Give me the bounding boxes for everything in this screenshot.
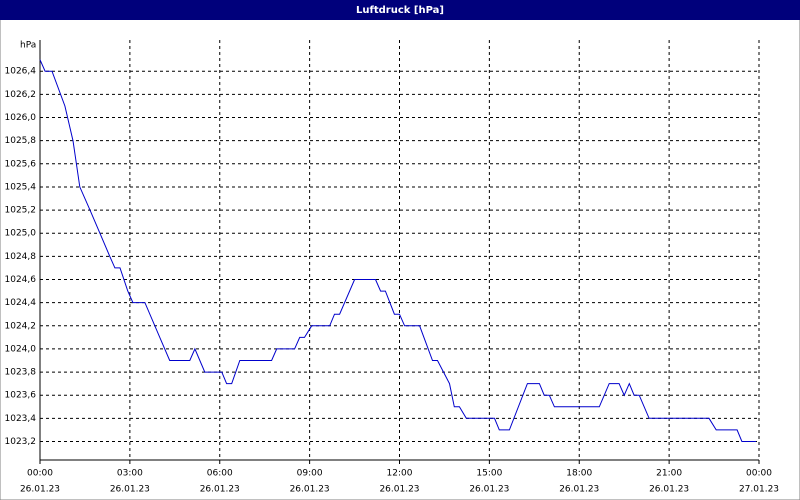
y-tick-label: 1024,8 [5, 252, 37, 262]
y-tick-label: 1023,6 [5, 391, 37, 401]
y-tick-label: 1026,0 [5, 113, 37, 123]
y-tick-label: 1024,0 [5, 344, 37, 354]
y-tick-label: 1024,2 [5, 321, 37, 331]
y-tick-label: 1026,4 [5, 67, 37, 77]
x-tick-date: 26.01.23 [20, 485, 60, 495]
x-tick-label: 09:00 [297, 469, 323, 479]
x-tick-date: 26.01.23 [290, 485, 330, 495]
x-tick-date: 27.01.23 [739, 485, 779, 495]
y-tick-label: 1024,4 [5, 298, 37, 308]
y-unit: hPa [20, 41, 36, 51]
chart-title: Luftdruck [hPa] [356, 5, 444, 16]
x-tick-date: 26.01.23 [649, 485, 689, 495]
x-tick-date: 26.01.23 [559, 485, 599, 495]
y-tick-label: 1025,4 [5, 182, 37, 192]
x-tick-date: 26.01.23 [469, 485, 509, 495]
y-tick-label: 1025,2 [5, 206, 37, 216]
y-tick-label: 1023,8 [5, 368, 37, 378]
x-tick-label: 18:00 [566, 469, 592, 479]
y-tick-label: 1025,0 [5, 229, 37, 239]
x-tick-label: 21:00 [656, 469, 682, 479]
line [39, 59, 756, 442]
x-tick-date: 26.01.23 [200, 485, 240, 495]
x-tick-label: 00:00 [27, 469, 53, 479]
x-tick-label: 06:00 [207, 469, 233, 479]
y-tick-label: 1025,6 [5, 159, 37, 169]
y-tick-label: 1026,2 [5, 90, 37, 100]
x-tick-label: 15:00 [476, 469, 502, 479]
y-tick-label: 1023,2 [5, 437, 37, 447]
y-tick-label: 1025,8 [5, 136, 37, 146]
x-tick-label: 00:00 [746, 469, 772, 479]
x-tick-label: 12:00 [387, 469, 413, 479]
y-tick-label: 1024,6 [5, 275, 37, 285]
x-tick-date: 26.01.23 [110, 485, 150, 495]
x-tick-date: 26.01.23 [379, 485, 419, 495]
x-tick-label: 03:00 [117, 469, 143, 479]
y-tick-label: 1023,4 [5, 414, 37, 424]
title-bar [0, 0, 800, 20]
